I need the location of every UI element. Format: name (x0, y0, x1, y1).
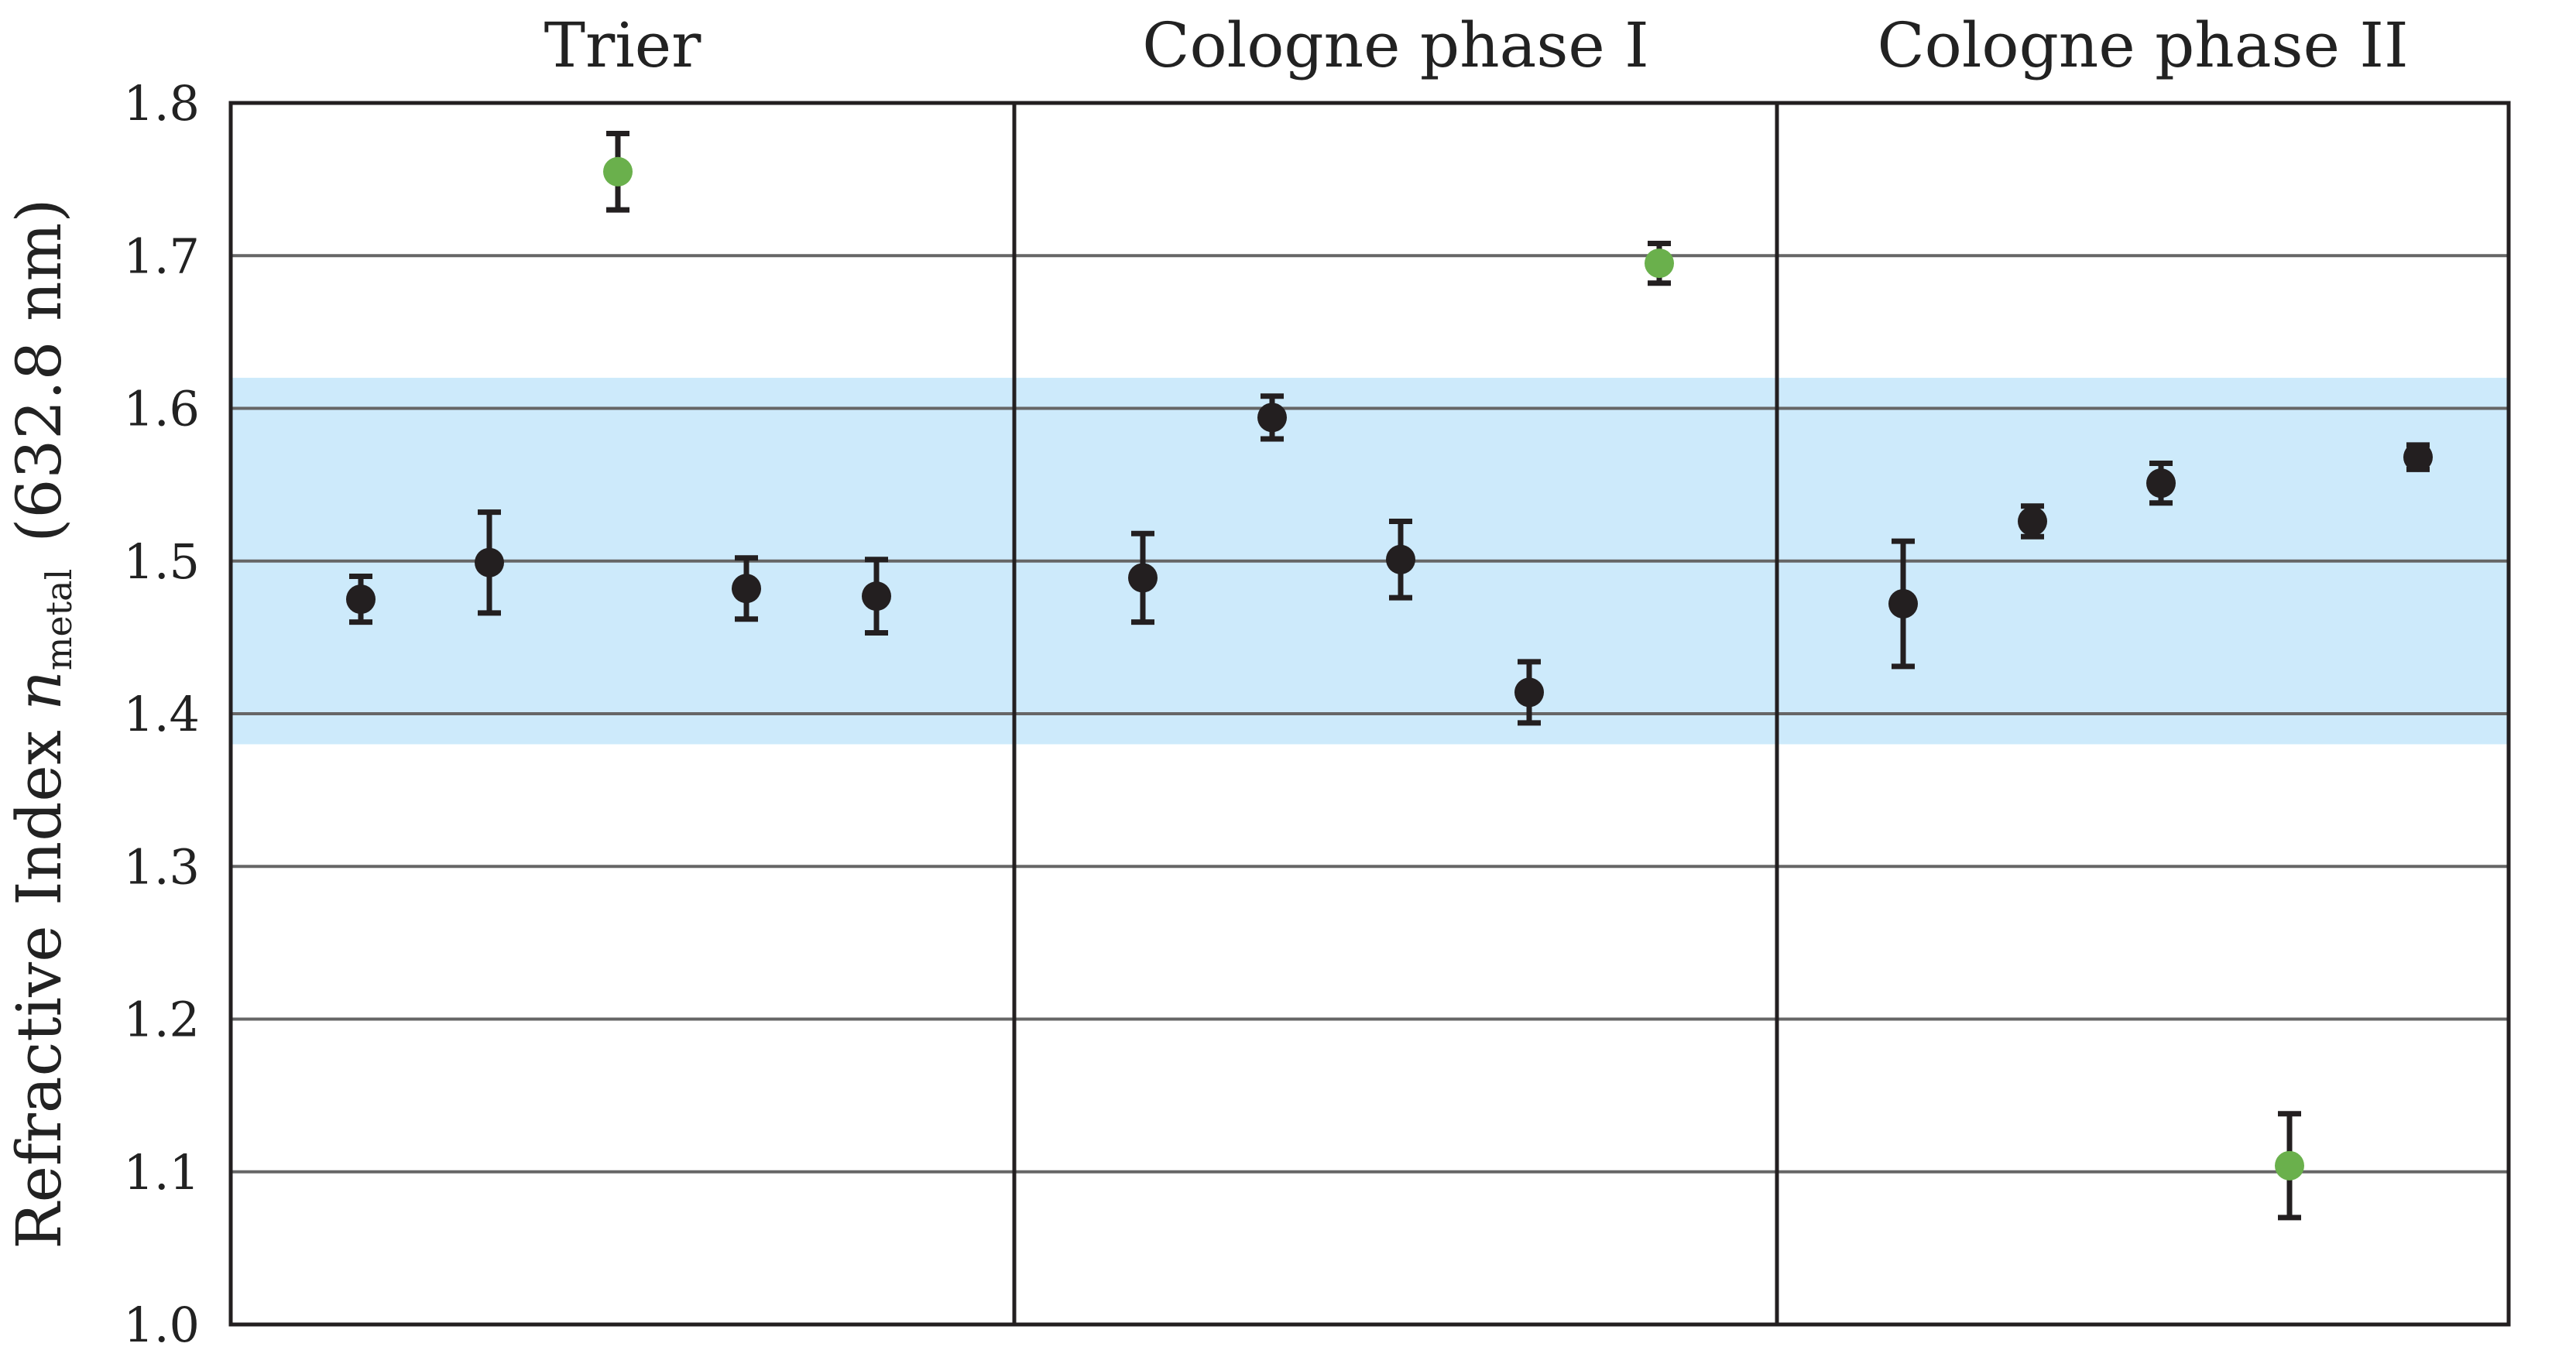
gridline-layer (231, 254, 2509, 1174)
data-points-layer (346, 130, 2433, 1221)
panel-titles: Trier Cologne phase I Cologne phase II (544, 9, 2409, 81)
y-axis-label-suffix: (632.8 nm) (3, 198, 75, 542)
data-point-2-5 (1645, 240, 1674, 286)
y-tick-label-1-7: 1.7 (123, 228, 200, 284)
data-point-3-2 (2018, 503, 2047, 540)
data-marker (732, 574, 761, 604)
data-marker (1386, 544, 1415, 574)
data-point-3-1 (1888, 538, 1918, 670)
y-tick-label-1-2: 1.2 (123, 992, 200, 1048)
data-point-1-1 (346, 573, 376, 625)
data-point-1-5 (862, 557, 891, 636)
panel-title-2: Cologne phase I (1142, 9, 1649, 81)
data-marker (2403, 442, 2433, 472)
outlier-marker (1645, 248, 1674, 279)
data-marker (1888, 588, 1918, 619)
y-tick-label-1-0: 1.0 (123, 1297, 200, 1353)
y-tick-labels: 1.0 1.1 1.2 1.3 1.4 1.5 1.6 1.7 1.8 (123, 75, 200, 1353)
data-marker (475, 547, 504, 577)
data-marker (1257, 403, 1287, 433)
data-marker (2146, 468, 2176, 499)
y-tick-label-1-4: 1.4 (123, 686, 200, 742)
panel-title-1: Trier (544, 9, 702, 81)
data-marker (1128, 563, 1158, 593)
data-point-3-4 (2275, 1111, 2304, 1221)
y-tick-label-1-5: 1.5 (123, 533, 200, 590)
plot-frame (228, 101, 2511, 1327)
data-point-1-3 (603, 130, 633, 213)
data-marker (1514, 677, 1544, 708)
data-marker (862, 581, 891, 612)
data-point-2-4 (1514, 659, 1544, 726)
data-point-2-2 (1257, 393, 1287, 442)
y-tick-label-1-3: 1.3 (123, 838, 200, 895)
y-tick-label-1-6: 1.6 (123, 381, 200, 437)
data-point-1-2 (475, 509, 504, 616)
y-axis-label-symbol: n (3, 670, 75, 711)
y-axis-label-prefix: Refractive Index (3, 711, 75, 1249)
outlier-marker (603, 156, 633, 187)
data-point-2-1 (1128, 530, 1158, 625)
y-tick-label-1-8: 1.8 (123, 75, 200, 132)
plot-frame-layer (228, 101, 2511, 1327)
y-axis-label: Refractive Index nmetal (632.8 nm) (3, 198, 80, 1249)
data-point-1-4 (732, 555, 761, 622)
data-marker (2018, 506, 2047, 536)
data-point-3-3 (2146, 461, 2176, 506)
panel-title-3: Cologne phase II (1877, 9, 2408, 81)
outlier-marker (2275, 1150, 2304, 1181)
data-marker (346, 584, 376, 615)
data-point-2-3 (1386, 518, 1415, 601)
y-axis-label-subscript: metal (38, 569, 80, 670)
data-point-3-5 (2403, 442, 2433, 472)
y-tick-label-1-1: 1.1 (123, 1144, 200, 1201)
